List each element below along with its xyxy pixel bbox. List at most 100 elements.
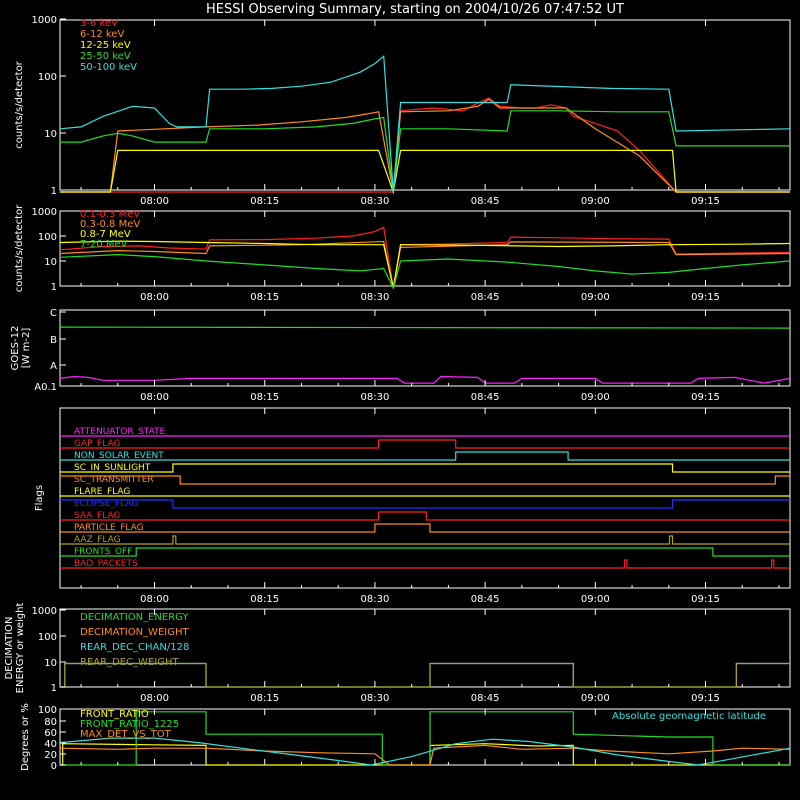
y-tick-label: A0.1: [34, 382, 57, 393]
flag-trace-gap-flag: [60, 439, 790, 449]
y-axis-label: Flags: [34, 485, 45, 511]
x-tick-label: 09:00: [581, 594, 610, 605]
y-tick-label: 100: [38, 232, 57, 243]
y-tick-label: 100: [38, 72, 57, 83]
x-tick-label: 09:00: [581, 693, 610, 704]
legend-rear-dec-chan-128: REAR_DEC_CHAN/128: [80, 642, 189, 653]
x-tick-label: 08:15: [250, 292, 279, 303]
legend-3-6-kev: 3-6 keV: [80, 18, 118, 29]
flag-label-particle-flag: PARTICLE_FLAG: [74, 523, 144, 533]
flag-label-sc-in-sunlight: SC_IN_SUNLIGHT: [74, 463, 151, 473]
gamma-series-7-20-mev: [59, 253, 791, 290]
x-tick-label: 08:45: [471, 693, 500, 704]
flag-label-fronts-off: FRONTS_OFF: [74, 547, 132, 557]
x-tick-label: 08:00: [140, 392, 169, 403]
goes-panel-frame: [59, 309, 791, 387]
legend-12-25-kev: 12-25 keV: [80, 40, 131, 51]
x-tick-label: 08:00: [140, 693, 169, 704]
y-tick-label: 1000: [32, 15, 57, 26]
y-tick-label: 1000: [32, 207, 57, 218]
y-tick-label: 10: [44, 257, 57, 268]
y-tick-label: 60: [44, 728, 57, 739]
y-tick-label: A: [50, 361, 57, 372]
figure-title: HESSI Observing Summary, starting on 200…: [206, 2, 624, 17]
x-tick-label: 08:15: [250, 196, 279, 207]
flag-trace-particle-flag: [60, 523, 790, 533]
x-tick-label: 08:45: [471, 196, 500, 207]
y-tick-label: 0: [51, 761, 57, 772]
flag-trace-eclipse-flag: [60, 499, 790, 509]
x-tick-label: 08:45: [471, 594, 500, 605]
hxr-series-25-50-kev: [59, 110, 790, 193]
x-tick-label: 08:30: [361, 196, 390, 207]
x-tick-label: 08:30: [361, 693, 390, 704]
ratio-series-max-det-vs-tot: [59, 744, 791, 766]
flag-trace-fronts-off: [60, 547, 790, 557]
y-tick-label: 100: [38, 632, 57, 643]
legend-front-ratio: FRONT_RATIO: [80, 709, 149, 720]
x-tick-label: 08:30: [361, 392, 390, 403]
y-axis-label: GOES-12: [10, 326, 21, 371]
y-tick-label: B: [50, 335, 57, 346]
flags-panel-frame: [59, 407, 791, 589]
flag-trace-non-solar-event: [60, 451, 790, 461]
hxr-series-50-100-kev: [59, 54, 791, 193]
ratio-series-absolute-geomagnetic-latitude: [59, 737, 791, 766]
legend-0-3-0-8-mev: 0.3-0.8 MeV: [80, 219, 140, 230]
flag-label-aaz-flag: AAZ_FLAG: [74, 535, 121, 545]
x-tick-label: 08:00: [140, 196, 169, 207]
x-tick-label: 08:45: [471, 392, 500, 403]
y-tick-label: 10: [44, 129, 57, 140]
flag-label-eclipse-flag: ECLIPSE_FLAG: [74, 499, 138, 509]
legend-rear-dec-weight: REAR_DEC_WEIGHT: [80, 657, 179, 668]
decimation-series-rear-dec-weight: [59, 662, 790, 688]
legend-25-50-kev: 25-50 keV: [80, 51, 131, 62]
flag-trace-saa-flag: [60, 511, 790, 521]
y-tick-label: 100: [38, 705, 57, 716]
x-tick-label: 08:00: [140, 594, 169, 605]
x-tick-label: 09:15: [691, 693, 720, 704]
legend-decimation-energy: DECIMATION_ENERGY: [80, 612, 189, 623]
flag-trace-sc-transmitter: [60, 475, 790, 485]
y-tick-label: 1000: [32, 606, 57, 617]
hxr-panel-frame: [59, 19, 791, 191]
flag-label-attenuator-state: ATTENUATOR_STATE: [74, 427, 166, 437]
goes-series-1: [59, 375, 791, 384]
gamma-series-0-1-0-3-mev: [59, 226, 791, 289]
x-tick-label: 09:15: [691, 292, 720, 303]
flag-label-bad-packets: BAD_PACKETS: [74, 559, 138, 569]
legend-7-20-mev: 7-20 MeV: [80, 239, 128, 250]
x-tick-label: 09:15: [691, 392, 720, 403]
legend-max-det-vs-tot: MAX_DET_VS_TOT: [80, 729, 172, 740]
flag-trace-aaz-flag: [60, 535, 790, 545]
flag-label-flare-flag: FLARE_FLAG: [74, 487, 130, 497]
y-tick-label: 40: [44, 739, 57, 750]
y-tick-label: 20: [44, 750, 57, 761]
flag-label-sc-transmitter: SC_TRANSMITTER: [74, 475, 154, 485]
y-axis-label: ENERGY or weight: [15, 603, 26, 694]
x-tick-label: 08:15: [250, 594, 279, 605]
x-tick-label: 09:00: [581, 392, 610, 403]
y-tick-label: 80: [44, 717, 57, 728]
legend-0-8-7-mev: 0.8-7 MeV: [80, 229, 131, 240]
flag-label-saa-flag: SAA_FLAG: [74, 511, 120, 521]
x-tick-label: 09:15: [691, 594, 720, 605]
x-tick-label: 09:00: [581, 292, 610, 303]
flag-trace-sc-in-sunlight: [60, 463, 790, 473]
y-tick-label: 1: [51, 186, 57, 197]
flag-trace-bad-packets: [60, 559, 790, 569]
ratio-series-front-ratio: [59, 743, 790, 766]
x-tick-label: 08:45: [471, 292, 500, 303]
legend-0-1-0-3-mev: 0.1-0.3 MeV: [80, 209, 140, 220]
y-axis-label: DECIMATION: [4, 616, 15, 679]
x-tick-label: 08:15: [250, 693, 279, 704]
annotation-geomagnetic-latitude: Absolute geomagnetic latitude: [612, 711, 766, 722]
x-tick-label: 09:00: [581, 196, 610, 207]
x-tick-label: 09:15: [691, 196, 720, 207]
y-axis-label: Degrees or %: [20, 703, 31, 771]
flag-label-non-solar-event: NON_SOLAR_EVENT: [74, 451, 164, 461]
x-tick-label: 08:00: [140, 292, 169, 303]
y-axis-label: counts/s/detector: [14, 60, 25, 148]
